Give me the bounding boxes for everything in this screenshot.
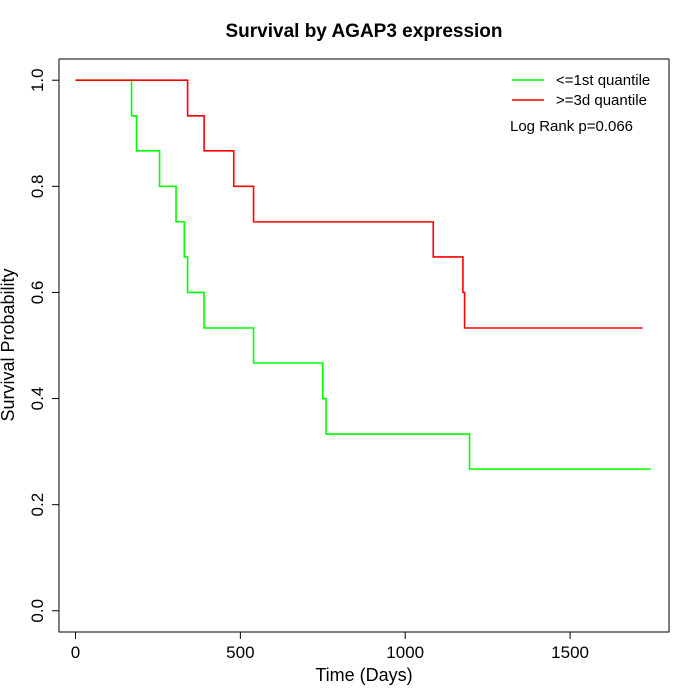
y-tick-label: 0.2 [28, 493, 47, 517]
x-tick-label: 0 [71, 643, 80, 662]
y-axis: 0.0 0.2 0.4 0.6 0.8 1.0 [28, 68, 59, 623]
x-axis-label: Time (Days) [315, 665, 412, 685]
x-axis: 0 500 1000 1500 [71, 631, 589, 662]
series-line-1 [75, 79, 651, 470]
series-layer [75, 79, 651, 470]
y-tick-label: 0.4 [28, 387, 47, 411]
x-tick-label: 1000 [386, 643, 424, 662]
legend-label-1: <=1st quantile [556, 72, 650, 89]
y-tick-label: 1.0 [28, 68, 47, 92]
series-line-2 [75, 79, 643, 329]
y-tick-label: 0.8 [28, 175, 47, 199]
plot-frame [58, 58, 670, 633]
y-tick-label: 0.0 [28, 599, 47, 623]
x-tick-label: 500 [226, 643, 254, 662]
legend: <=1st quantile >=3d quantile [512, 72, 650, 109]
y-tick-label: 0.6 [28, 281, 47, 305]
chart-title: Survival by AGAP3 expression [225, 21, 502, 42]
y-axis-label: Survival Probability [0, 268, 18, 421]
x-tick-label: 1500 [551, 643, 589, 662]
legend-label-2: >=3d quantile [556, 92, 647, 109]
log-rank-annotation: Log Rank p=0.066 [510, 118, 633, 135]
